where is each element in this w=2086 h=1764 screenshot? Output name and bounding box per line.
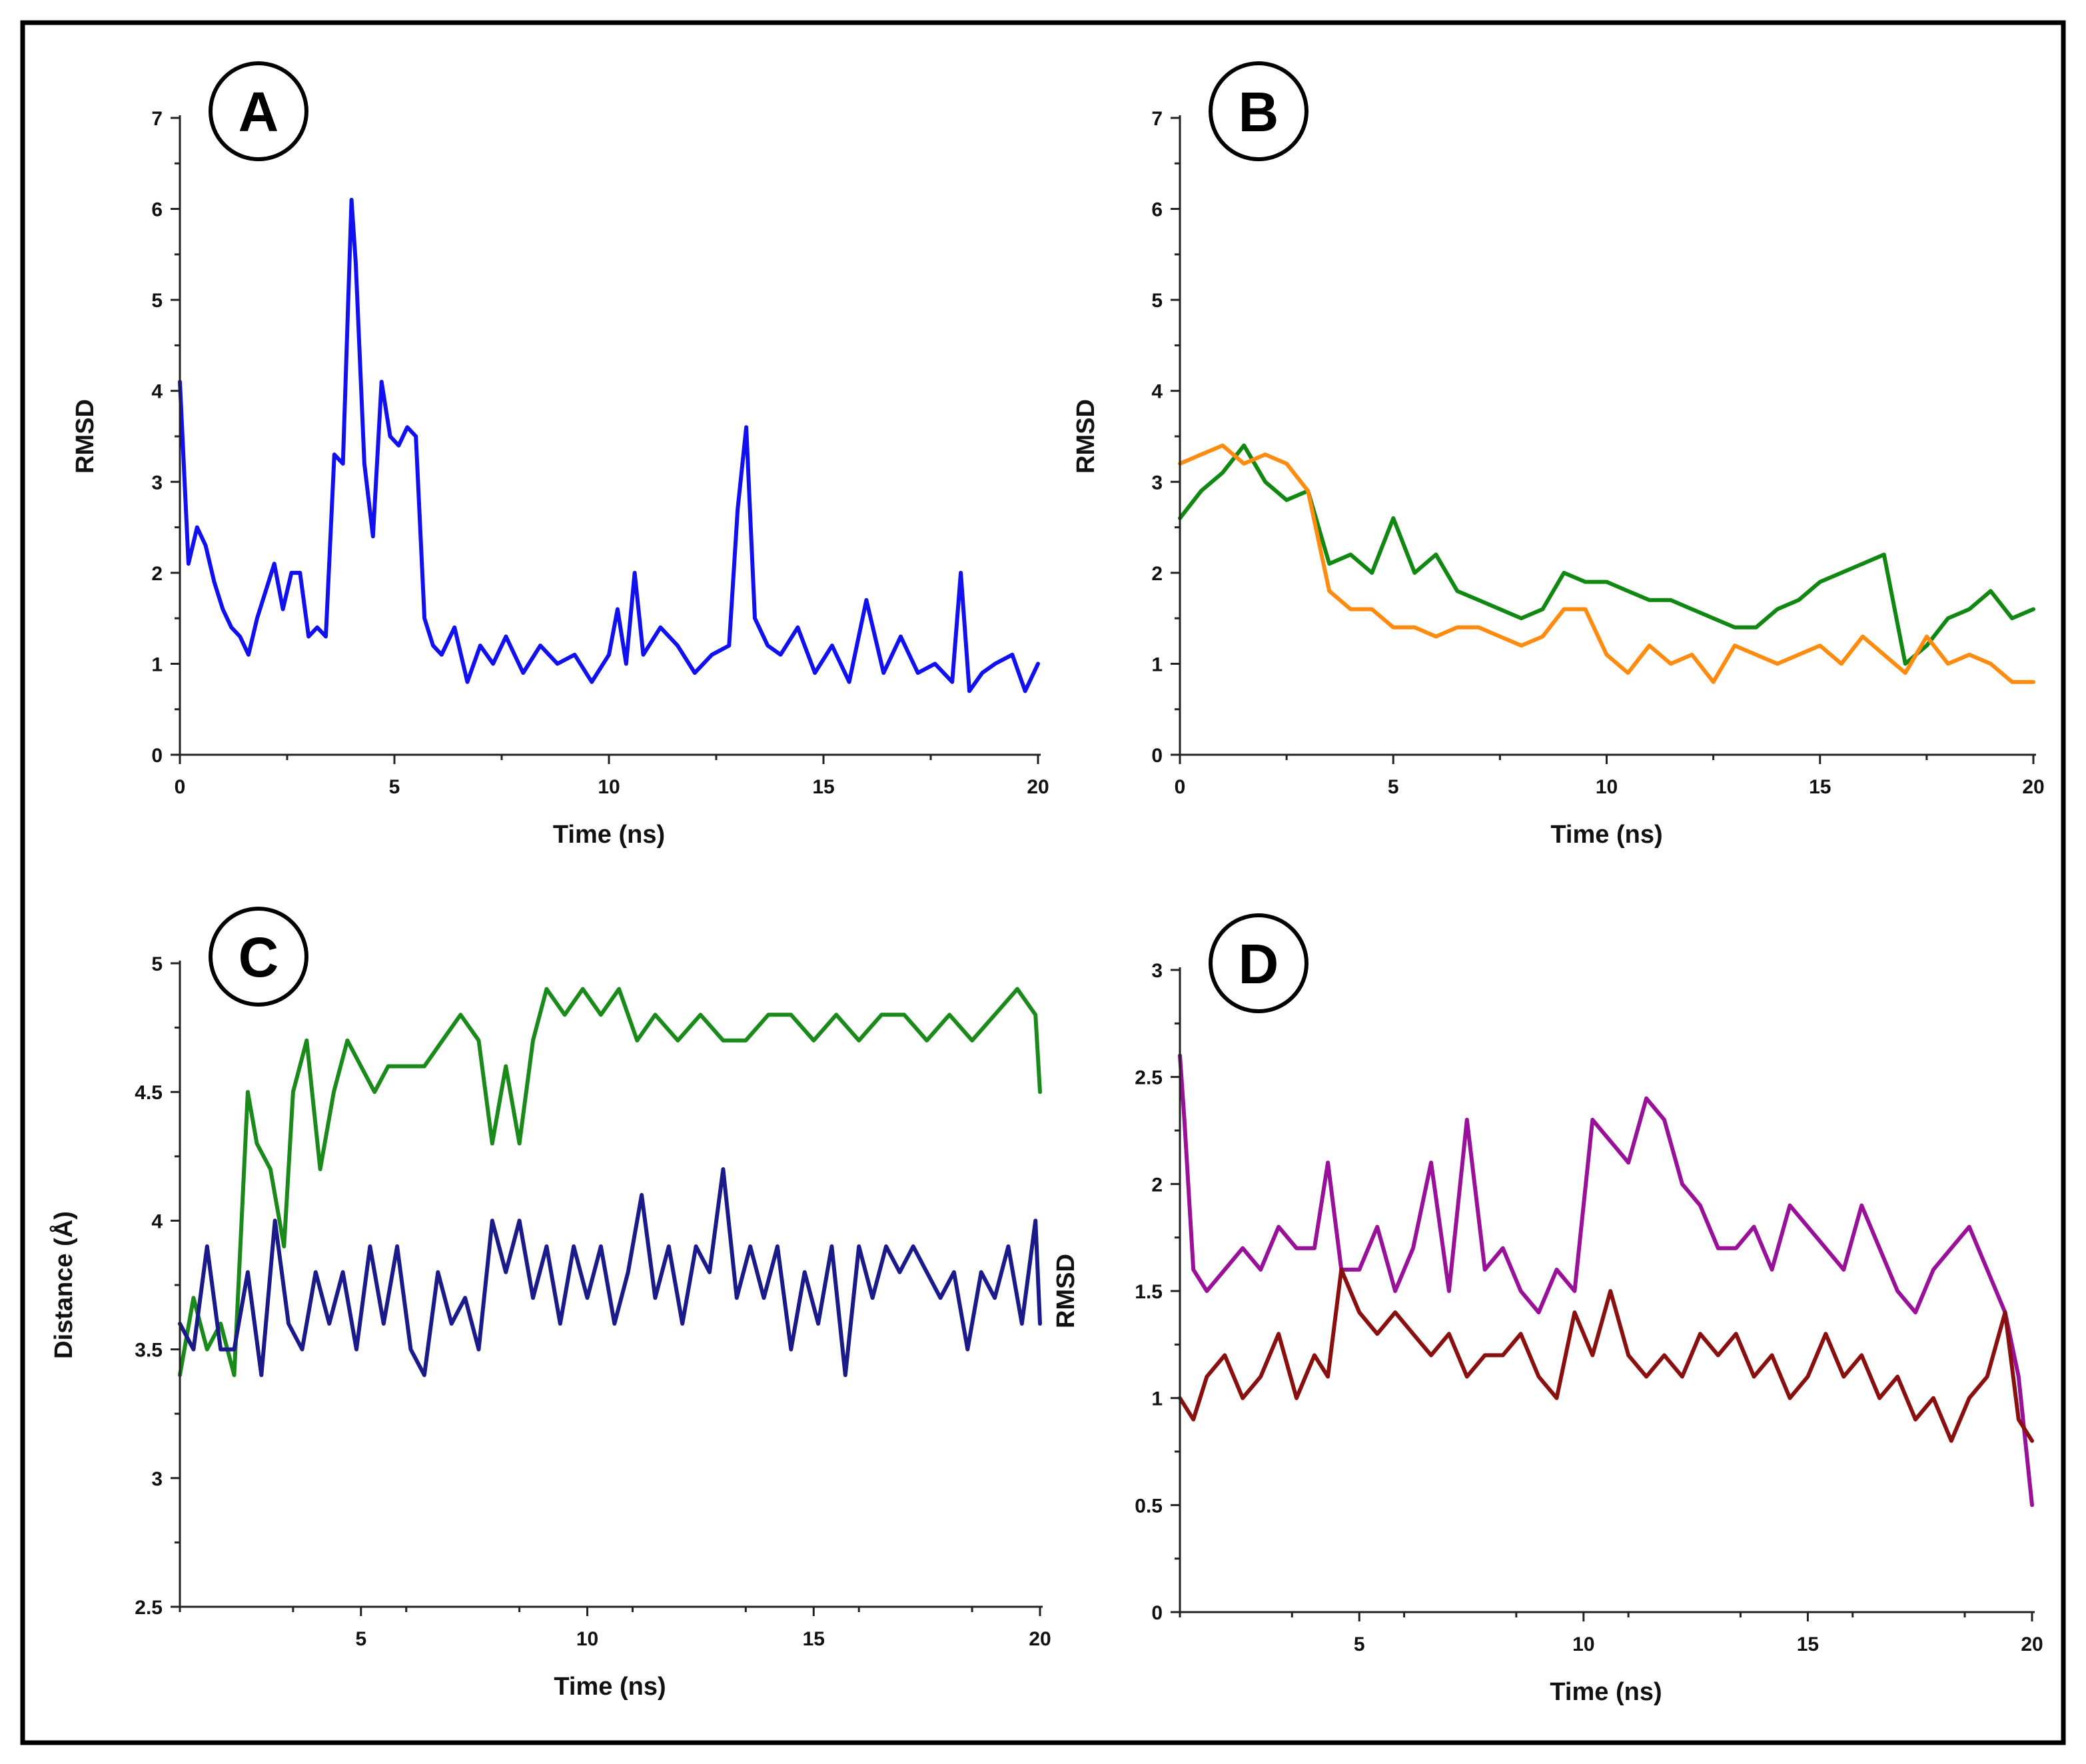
y-axis-title: RMSD xyxy=(1052,1254,1080,1328)
x-tick-label: 15 xyxy=(1797,1633,1819,1655)
y-tick-label: 5 xyxy=(1151,290,1163,312)
x-tick-label: 5 xyxy=(1354,1633,1365,1655)
x-tick-label: 10 xyxy=(1572,1633,1594,1655)
x-tick-label: 5 xyxy=(355,1628,366,1650)
panel-letter: C xyxy=(239,926,279,989)
panel-C: 5 10 15 20 2.5 3 3.5 4 4.5 5 Time (ns) Distance (Å)… xyxy=(49,907,1051,1701)
x-tick-label: 20 xyxy=(2022,776,2044,798)
y-tick-label: 6 xyxy=(151,199,163,221)
y-tick-label: 3 xyxy=(151,1468,163,1490)
x-axis-title: Time (ns) xyxy=(553,821,665,849)
panel-letter: D xyxy=(1239,933,1279,995)
y-tick-label: 1 xyxy=(151,654,163,675)
x-axis-title: Time (ns) xyxy=(1550,1678,1662,1706)
x-tick-label: 10 xyxy=(598,776,620,798)
panel-badge xyxy=(209,61,308,161)
y-tick-label: 0 xyxy=(151,745,163,767)
y-tick-label: 7 xyxy=(1151,108,1163,130)
y-tick-label: 3 xyxy=(151,472,163,494)
y-tick-label: 4 xyxy=(151,381,163,403)
x-tick-label: 0 xyxy=(1175,776,1186,798)
panel-letter: B xyxy=(1239,81,1279,143)
series-line-series-maroon xyxy=(1178,1267,2034,1443)
y-tick-label: 1 xyxy=(1151,1388,1163,1410)
series-line-series-1 xyxy=(178,197,1040,693)
x-axis-title: Time (ns) xyxy=(1550,821,1662,849)
x-tick-label: 15 xyxy=(812,776,834,798)
x-tick-label: 20 xyxy=(1027,776,1049,798)
x-tick-label: 20 xyxy=(2021,1633,2043,1655)
panel-B: 0 5 10 15 20 0 1 2 3 4 5 6 7 Time (ns) RMSD B xyxy=(1072,61,2045,849)
y-tick-label: 4 xyxy=(1151,381,1163,403)
y-tick-label: 2 xyxy=(1151,563,1163,585)
y-tick-label: 3 xyxy=(1151,472,1163,494)
x-tick-label: 15 xyxy=(803,1628,825,1650)
panel-letter: A xyxy=(239,81,279,143)
y-tick-label: 1.5 xyxy=(1135,1281,1163,1303)
x-tick-label: 20 xyxy=(1029,1628,1051,1650)
y-tick-label: 2.5 xyxy=(1135,1067,1163,1089)
y-axis-title: RMSD xyxy=(1072,399,1100,474)
panel-A: 0 5 10 15 20 0 1 2 3 4 5 6 7 Time (ns) RMSD A xyxy=(71,61,1049,849)
x-tick-label: 10 xyxy=(576,1628,598,1650)
x-axis-title: Time (ns) xyxy=(554,1673,666,1701)
y-tick-label: 3.5 xyxy=(135,1340,163,1362)
panel-D: 5 10 15 20 0 0.5 1 1.5 2 2.5 3 Time (ns) RMSD D xyxy=(1052,913,2043,1706)
y-tick-label: 0.5 xyxy=(1135,1495,1163,1517)
series-line-series-green xyxy=(178,987,1042,1378)
figure-border xyxy=(20,20,2066,1745)
y-tick-label: 2 xyxy=(1151,1174,1163,1196)
y-tick-label: 1 xyxy=(1151,654,1163,675)
series-line-series-orange xyxy=(1178,443,2035,684)
series-line-series-purple xyxy=(1178,1053,2034,1508)
x-tick-label: 15 xyxy=(1809,776,1831,798)
panel-badge xyxy=(1209,913,1308,1013)
y-tick-label: 6 xyxy=(1151,199,1163,221)
y-tick-label: 5 xyxy=(151,290,163,312)
panel-badge xyxy=(209,907,308,1007)
y-tick-label: 5 xyxy=(151,953,163,975)
y-tick-label: 2.5 xyxy=(135,1597,163,1619)
y-tick-label: 7 xyxy=(151,108,163,130)
y-tick-label: 0 xyxy=(1151,1602,1163,1624)
series-line-series-navy xyxy=(178,1167,1042,1378)
x-tick-label: 5 xyxy=(1388,776,1399,798)
x-tick-label: 10 xyxy=(1596,776,1618,798)
x-tick-label: 5 xyxy=(389,776,400,798)
y-tick-label: 4 xyxy=(151,1210,163,1232)
y-tick-label: 0 xyxy=(1151,745,1163,767)
y-axis-title: Distance (Å) xyxy=(49,1211,78,1359)
y-tick-label: 4.5 xyxy=(135,1082,163,1104)
panel-badge xyxy=(1209,61,1308,161)
y-tick-label: 2 xyxy=(151,563,163,585)
y-axis-title: RMSD xyxy=(71,399,99,474)
y-tick-label: 3 xyxy=(1151,960,1163,982)
series-line-series-green xyxy=(1178,443,2035,666)
x-tick-label: 0 xyxy=(175,776,186,798)
